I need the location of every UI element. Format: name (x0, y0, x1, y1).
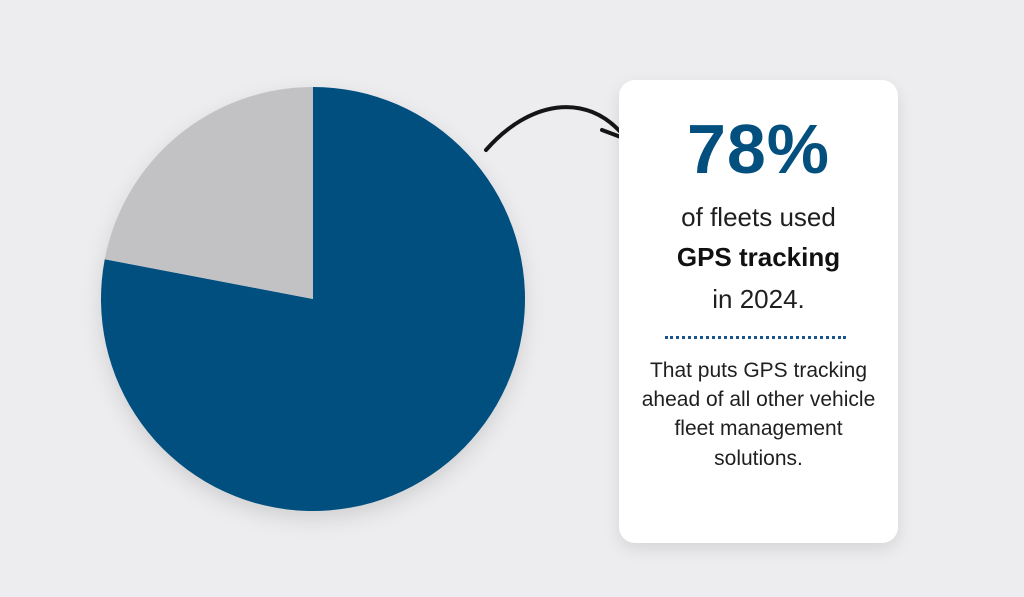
dotted-divider (665, 336, 846, 339)
pie-slice-1 (104, 87, 314, 299)
stat-line-3: in 2024. (712, 284, 805, 314)
pie-chart-svg (101, 87, 526, 511)
stat-line-2: GPS tracking (676, 242, 841, 272)
curved-arrow-icon (484, 105, 632, 152)
stat-card: 78% of fleets used GPS tracking in 2024.… (619, 80, 898, 543)
pie-chart (98, 84, 528, 514)
stat-percentage: 78% (686, 110, 831, 188)
stat-line-1: of fleets used (681, 202, 836, 232)
stat-description: That puts GPS tracking ahead of all othe… (641, 359, 876, 470)
